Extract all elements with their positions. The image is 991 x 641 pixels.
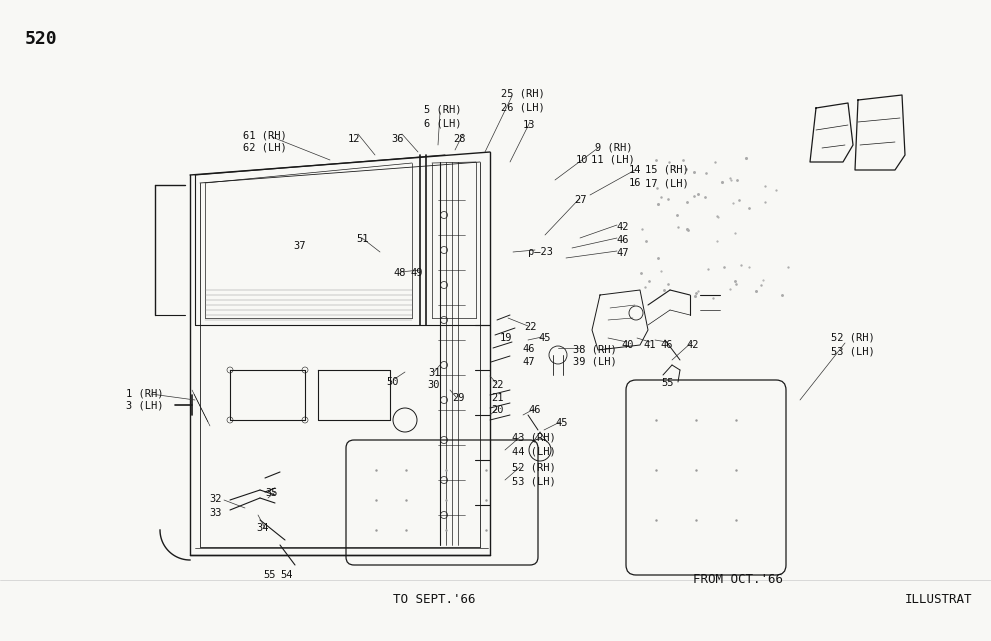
- Text: 21: 21: [491, 393, 503, 403]
- Text: 32: 32: [209, 494, 222, 504]
- Text: 52 (RH): 52 (RH): [512, 463, 556, 473]
- Text: 51: 51: [356, 234, 369, 244]
- Text: 61 (RH): 61 (RH): [243, 131, 286, 141]
- Text: 42: 42: [686, 340, 699, 350]
- Text: 22: 22: [491, 380, 503, 390]
- Text: FROM OCT.'66: FROM OCT.'66: [693, 573, 783, 586]
- Text: 46: 46: [528, 405, 540, 415]
- Text: 50: 50: [386, 377, 398, 387]
- Text: 45: 45: [555, 418, 568, 428]
- Text: 48: 48: [393, 268, 405, 278]
- Text: 52 (RH): 52 (RH): [831, 333, 875, 343]
- Text: 10: 10: [576, 155, 589, 165]
- Text: 3 (LH): 3 (LH): [126, 401, 164, 411]
- Text: 520: 520: [25, 30, 57, 48]
- Text: 49: 49: [410, 268, 422, 278]
- Text: 25 (RH): 25 (RH): [501, 89, 545, 99]
- Text: 22: 22: [524, 322, 536, 332]
- Text: 11 (LH): 11 (LH): [591, 155, 635, 165]
- Text: 55: 55: [263, 570, 275, 580]
- Text: 40: 40: [621, 340, 633, 350]
- Text: 53 (LH): 53 (LH): [831, 346, 875, 356]
- Text: 15 (RH): 15 (RH): [645, 165, 689, 175]
- Text: 41: 41: [643, 340, 655, 350]
- Text: TO SEPT.'66: TO SEPT.'66: [393, 593, 476, 606]
- Text: 39 (LH): 39 (LH): [573, 357, 616, 367]
- Text: 16: 16: [629, 178, 641, 188]
- Text: ρ—23: ρ—23: [528, 247, 553, 257]
- Text: 47: 47: [616, 248, 628, 258]
- Text: 53 (LH): 53 (LH): [512, 476, 556, 486]
- Text: 9 (RH): 9 (RH): [595, 142, 632, 152]
- Text: 27: 27: [574, 195, 587, 205]
- Text: 38 (RH): 38 (RH): [573, 344, 616, 354]
- Text: ILLUSTRAT: ILLUSTRAT: [905, 593, 972, 606]
- Text: 47: 47: [522, 357, 534, 367]
- Text: 43 (RH): 43 (RH): [512, 433, 556, 443]
- Text: 46: 46: [616, 235, 628, 245]
- Text: 45: 45: [538, 333, 550, 343]
- Text: 28: 28: [453, 134, 466, 144]
- Text: 6 (LH): 6 (LH): [424, 118, 462, 128]
- Text: 14: 14: [629, 165, 641, 175]
- Text: 46: 46: [522, 344, 534, 354]
- Text: 55: 55: [661, 378, 674, 388]
- Text: 34: 34: [256, 523, 269, 533]
- Text: 35: 35: [265, 488, 277, 498]
- Text: 13: 13: [523, 120, 535, 130]
- Text: 33: 33: [209, 508, 222, 518]
- Text: 44 (LH): 44 (LH): [512, 446, 556, 456]
- Text: 62 (LH): 62 (LH): [243, 143, 286, 153]
- Text: 5 (RH): 5 (RH): [424, 105, 462, 115]
- Text: 31: 31: [428, 368, 441, 378]
- Text: 42: 42: [616, 222, 628, 232]
- Text: 29: 29: [452, 393, 465, 403]
- Text: 54: 54: [280, 570, 292, 580]
- Text: 30: 30: [427, 380, 439, 390]
- Text: 17 (LH): 17 (LH): [645, 178, 689, 188]
- Text: 20: 20: [491, 405, 503, 415]
- Text: 19: 19: [500, 333, 512, 343]
- Text: 26 (LH): 26 (LH): [501, 102, 545, 112]
- Text: 12: 12: [348, 134, 361, 144]
- Text: 37: 37: [293, 241, 305, 251]
- Text: 46: 46: [660, 340, 673, 350]
- Text: 1 (RH): 1 (RH): [126, 388, 164, 398]
- Text: 36: 36: [391, 134, 403, 144]
